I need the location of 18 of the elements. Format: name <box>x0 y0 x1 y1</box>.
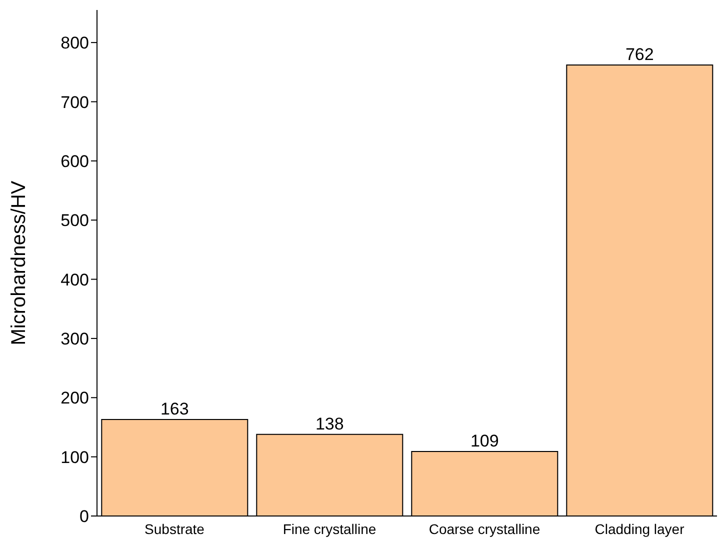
y-axis-title: Microhardness/HV <box>8 180 30 346</box>
y-tick-label: 400 <box>60 270 89 290</box>
data-label: 138 <box>315 414 344 434</box>
x-tick-label: Fine crystalline <box>282 520 376 537</box>
y-tick-label: 700 <box>60 92 89 112</box>
data-label: 163 <box>160 400 189 419</box>
y-tick-label: 600 <box>60 152 89 171</box>
x-tick-label: Cladding layer <box>594 520 685 537</box>
x-tick-label: Substrate <box>144 520 205 537</box>
y-tick-label: 300 <box>60 329 89 348</box>
x-tick-label: Coarse crystalline <box>428 520 540 537</box>
y-tick-label: 0 <box>80 507 89 526</box>
y-tick-label: 500 <box>60 211 89 230</box>
y-tick-label: 100 <box>60 448 89 467</box>
data-label: 762 <box>625 45 654 64</box>
y-tick-label: 800 <box>60 34 89 53</box>
y-tick-label: 200 <box>60 388 89 408</box>
data-label: 109 <box>470 431 499 450</box>
